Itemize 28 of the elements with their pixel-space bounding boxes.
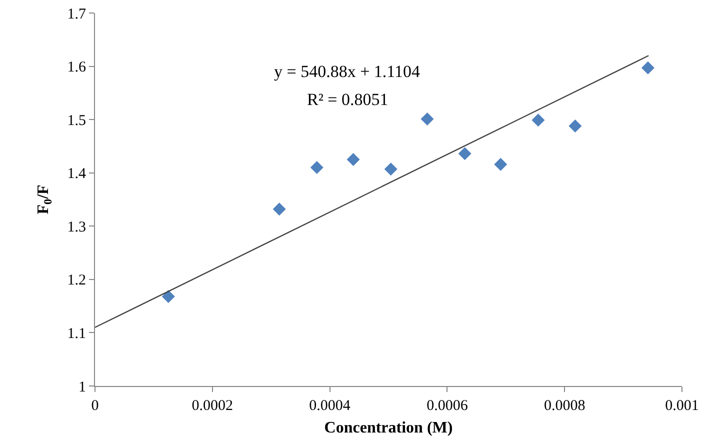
point <box>420 112 434 126</box>
y-tick-label: 1.2 <box>67 272 86 289</box>
y-tick-label: 1.5 <box>67 112 86 129</box>
x-axis-title: Concentration (M) <box>324 420 453 437</box>
point <box>310 161 324 174</box>
annotation: y = 540.88x + 1.1104 <box>274 62 421 81</box>
point <box>162 290 175 303</box>
y-tick-label: 1.7 <box>67 6 86 22</box>
x-tick-label: 0.0004 <box>309 398 351 414</box>
y-tick-label: 1.6 <box>67 60 86 76</box>
x-tick-label: 0.0006 <box>426 398 468 414</box>
point <box>532 114 545 127</box>
y-tick-label: 1.4 <box>67 166 86 182</box>
x-tick-label: 0 <box>91 398 99 414</box>
y-tick-label: 1.1 <box>67 326 86 342</box>
point <box>641 61 654 74</box>
point <box>384 162 398 176</box>
point <box>568 119 582 132</box>
point <box>494 158 508 171</box>
x-tick-label: 0.0008 <box>544 398 586 414</box>
x-tick-label: 0.0002 <box>192 398 234 414</box>
point <box>272 202 286 216</box>
point <box>458 147 472 160</box>
y-tick-label: 1 <box>78 379 86 396</box>
annotation: R² = 0.8051 <box>307 90 388 109</box>
y-tick-label: 1.3 <box>67 219 86 236</box>
x-tick-label: 0.001 <box>665 398 699 414</box>
point <box>346 153 360 166</box>
